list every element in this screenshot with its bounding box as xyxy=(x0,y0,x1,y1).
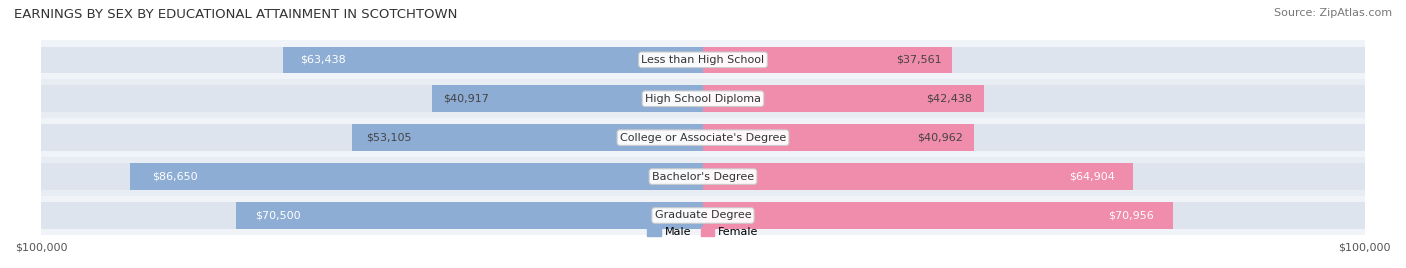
Bar xyxy=(41,79,1365,118)
Text: College or Associate's Degree: College or Associate's Degree xyxy=(620,133,786,143)
Text: Source: ZipAtlas.com: Source: ZipAtlas.com xyxy=(1274,8,1392,18)
Bar xyxy=(703,202,1173,229)
Text: Less than High School: Less than High School xyxy=(641,55,765,65)
Text: $40,962: $40,962 xyxy=(917,133,963,143)
Text: $70,956: $70,956 xyxy=(1108,210,1154,221)
Text: $64,904: $64,904 xyxy=(1070,172,1115,181)
Text: Bachelor's Degree: Bachelor's Degree xyxy=(652,172,754,181)
Text: EARNINGS BY SEX BY EDUCATIONAL ATTAINMENT IN SCOTCHTOWN: EARNINGS BY SEX BY EDUCATIONAL ATTAINMEN… xyxy=(14,8,457,21)
Bar xyxy=(703,85,1365,112)
Text: $70,500: $70,500 xyxy=(254,210,301,221)
Bar xyxy=(352,124,703,151)
Bar xyxy=(41,40,1365,79)
Text: High School Diploma: High School Diploma xyxy=(645,94,761,104)
Bar xyxy=(703,202,1365,229)
Text: $37,561: $37,561 xyxy=(896,55,942,65)
Text: $86,650: $86,650 xyxy=(152,172,198,181)
Bar xyxy=(703,163,1365,190)
Text: $63,438: $63,438 xyxy=(299,55,346,65)
Bar xyxy=(703,47,1365,73)
Text: Graduate Degree: Graduate Degree xyxy=(655,210,751,221)
Bar xyxy=(41,47,703,73)
Bar xyxy=(41,124,703,151)
Bar xyxy=(703,163,1132,190)
Bar xyxy=(283,47,703,73)
Text: $40,917: $40,917 xyxy=(443,94,489,104)
Bar xyxy=(41,196,1365,235)
Bar xyxy=(41,118,1365,157)
Legend: Male, Female: Male, Female xyxy=(647,226,759,237)
Bar xyxy=(129,163,703,190)
Bar xyxy=(41,163,703,190)
Bar xyxy=(703,85,984,112)
Bar xyxy=(703,124,974,151)
Bar xyxy=(236,202,703,229)
Text: $53,105: $53,105 xyxy=(366,133,411,143)
Bar xyxy=(703,124,1365,151)
Bar xyxy=(41,85,703,112)
Bar xyxy=(41,157,1365,196)
Bar xyxy=(432,85,703,112)
Text: $42,438: $42,438 xyxy=(927,94,973,104)
Bar xyxy=(41,202,703,229)
Bar xyxy=(703,47,952,73)
